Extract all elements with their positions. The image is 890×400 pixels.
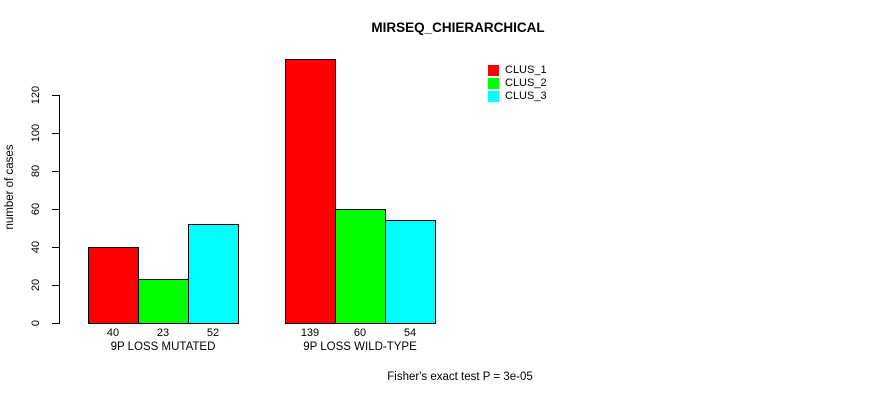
bar-value-label: 23 (156, 327, 170, 339)
fisher-test-annotation: Fisher's exact test P = 3e-05 (387, 371, 533, 383)
bar-clus_2 (138, 279, 189, 324)
bar-value-label: 54 (403, 327, 417, 339)
y-tick (52, 209, 60, 210)
bar-clus_1 (88, 247, 139, 324)
legend-color-swatch (488, 77, 499, 89)
legend-item: CLUS_1 (488, 64, 547, 76)
y-tick-label: 40 (30, 240, 42, 254)
bar-value-label: 52 (206, 327, 220, 339)
y-axis-label: number of cases (4, 144, 16, 230)
y-tick (52, 247, 60, 248)
x-axis-group-label: 9P LOSS WILD-TYPE (303, 341, 417, 353)
legend-item: CLUS_3 (488, 90, 547, 102)
bar-value-label: 139 (300, 327, 320, 339)
y-tick-label: 0 (30, 319, 42, 327)
y-tick (52, 285, 60, 286)
y-tick (52, 171, 60, 172)
bar-clus_1 (285, 59, 336, 324)
legend-item: CLUS_2 (488, 77, 547, 89)
legend: CLUS_1 CLUS_2 CLUS_3 (488, 64, 547, 102)
y-tick-label: 100 (30, 123, 42, 143)
y-tick (52, 323, 60, 324)
legend-item-label: CLUS_3 (505, 90, 547, 102)
bar-value-label: 40 (106, 327, 120, 339)
legend-item-label: CLUS_1 (505, 64, 547, 76)
y-tick-label: 80 (30, 164, 42, 178)
chart-title: MIRSEQ_CHIERARCHICAL (371, 20, 545, 35)
bar-clus_3 (188, 224, 239, 324)
bar-clus_2 (335, 209, 386, 324)
legend-item-label: CLUS_2 (505, 77, 547, 89)
legend-color-swatch (488, 90, 499, 102)
x-axis-group-label: 9P LOSS MUTATED (110, 341, 216, 353)
y-tick (52, 133, 60, 134)
y-tick (52, 95, 60, 96)
bar-value-label: 60 (353, 327, 367, 339)
y-tick-label: 20 (30, 278, 42, 292)
legend-color-swatch (488, 64, 499, 76)
y-tick-label: 60 (30, 202, 42, 216)
y-tick-label: 120 (30, 85, 42, 105)
bar-clus_3 (385, 220, 436, 324)
